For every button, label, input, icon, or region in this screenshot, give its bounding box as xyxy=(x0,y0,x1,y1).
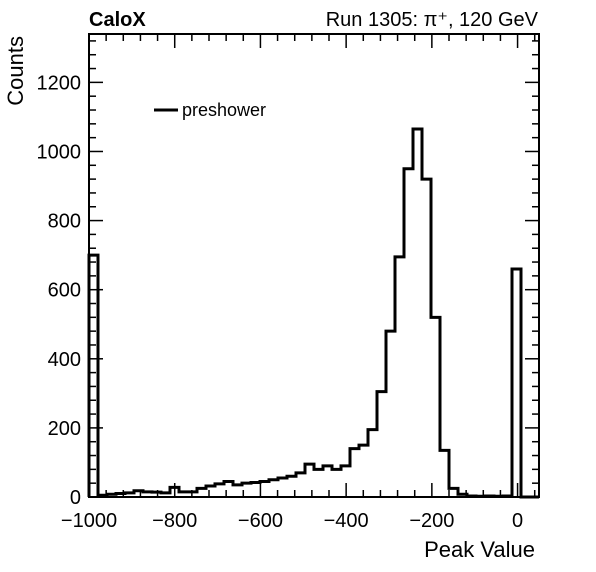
x-axis-ticks xyxy=(88,34,536,497)
experiment-label: CaloX xyxy=(89,9,146,31)
legend: preshower xyxy=(154,100,266,120)
y-tick-label: 600 xyxy=(48,280,81,302)
y-axis-title: Counts xyxy=(3,36,28,106)
x-tick-label: −1000 xyxy=(61,510,117,532)
plot-frame xyxy=(88,33,540,498)
legend-label-preshower: preshower xyxy=(182,100,266,120)
x-tick-label: −400 xyxy=(324,510,369,532)
x-tick-label: −800 xyxy=(152,510,197,532)
y-tick-label: 1200 xyxy=(37,72,82,94)
x-tick-label: −600 xyxy=(238,510,283,532)
x-axis-title: Peak Value xyxy=(424,537,535,562)
x-axis-tick-labels: −1000 −800 −600 −400 −200 0 xyxy=(61,510,523,532)
series-preshower-line xyxy=(87,127,539,499)
y-tick-label: 400 xyxy=(48,349,81,371)
y-axis-tick-labels: 0 200 400 600 800 1000 1200 xyxy=(37,72,82,509)
y-tick-label: 1000 xyxy=(37,141,82,163)
y-tick-label: 0 xyxy=(70,487,81,509)
y-tick-label: 200 xyxy=(48,418,81,440)
y-tick-label: 800 xyxy=(48,211,81,233)
x-tick-label: 0 xyxy=(512,510,523,532)
run-label: Run 1305: π⁺, 120 GeV xyxy=(326,9,539,31)
x-tick-label: −200 xyxy=(409,510,454,532)
